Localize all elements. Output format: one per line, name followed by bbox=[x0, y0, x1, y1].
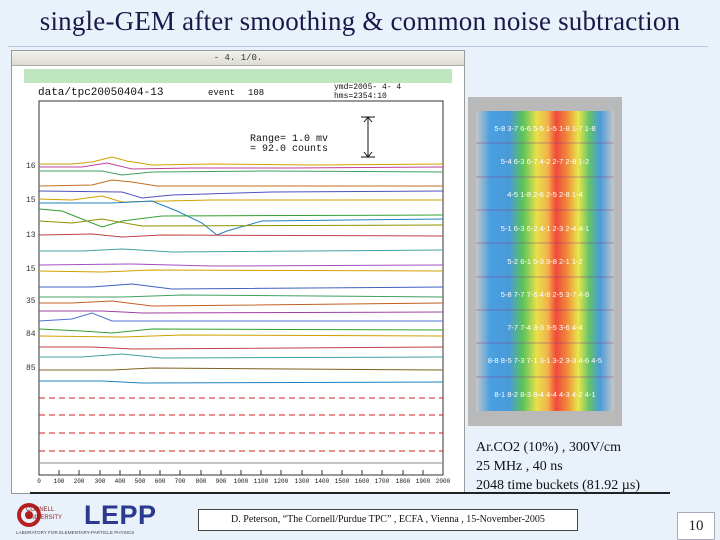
data-file-label: data/tpc20050404-13 bbox=[38, 87, 163, 99]
pad-row-label: 8-8 8-5 7-3 7-1 3-1 3-2 3-3 4-6 4-5 bbox=[488, 356, 602, 365]
pad-map: 5-8 3-7 6-6 5-5 1-5 1-8 1-7 1-8 5-4 6-3 … bbox=[468, 97, 622, 426]
channel-label: 15 bbox=[26, 196, 36, 205]
x-tick-label: 100 bbox=[54, 478, 65, 485]
lepp-logo: CORNELL UNIVERSITY LEPP LABORATORY FOR E… bbox=[16, 500, 156, 538]
run-conditions: Ar.CO2 (10%) , 300V/cm 25 MHz , 40 ns 20… bbox=[476, 438, 640, 495]
x-tick-label: 1000 bbox=[234, 478, 249, 485]
x-tick-label: 1600 bbox=[355, 478, 370, 485]
ymd-label: ymd=2005- 4- 4 bbox=[334, 83, 401, 92]
hms-label: hms=2354:10 bbox=[334, 92, 387, 101]
x-tick-label: 500 bbox=[135, 478, 146, 485]
waveform-display: - 4. 1/0. data/tpc20050404-13 event 108 … bbox=[11, 50, 465, 494]
cornell-seal-icon bbox=[17, 503, 41, 527]
x-tick-label: 200 bbox=[74, 478, 85, 485]
footer-credit: D. Peterson, “The Cornell/Purdue TPC” , … bbox=[198, 509, 578, 531]
title-divider bbox=[8, 46, 708, 47]
x-tick-label: 1700 bbox=[375, 478, 390, 485]
x-tick-label: 1400 bbox=[315, 478, 330, 485]
x-tick-label: 1500 bbox=[335, 478, 350, 485]
pad-row-label: 7-7 7-4 3-3 3-5 3-6 4-4 bbox=[507, 323, 582, 332]
pad-row-label: 8-1 8-2 8-3 8-4 4-4 4-3 4-2 4-1 bbox=[494, 390, 595, 399]
x-tick-label: 1800 bbox=[396, 478, 411, 485]
slide-title: single-GEM after smoothing & common nois… bbox=[39, 6, 681, 36]
footer-divider bbox=[30, 492, 670, 494]
page-number: 10 bbox=[677, 512, 715, 540]
x-tick-label: 0 bbox=[37, 478, 41, 485]
logo-university-text: UNIVERSITY bbox=[26, 515, 63, 521]
event-label: event bbox=[208, 88, 235, 98]
x-tick-label: 2000 bbox=[436, 478, 451, 485]
channel-label: 13 bbox=[26, 231, 36, 240]
x-tick-label: 1100 bbox=[254, 478, 269, 485]
x-tick-label: 300 bbox=[95, 478, 106, 485]
channel-label: 15 bbox=[26, 265, 36, 274]
pad-row-label: 5-4 6-3 6-7 4-2 2-7 2-8 1-2 bbox=[501, 157, 589, 166]
channel-label: 35 bbox=[26, 297, 36, 306]
logo-subtitle: LABORATORY FOR ELEMENTARY-PARTICLE PHYSI… bbox=[16, 530, 135, 535]
range-label: Range= 1.0 mv bbox=[250, 134, 328, 145]
range-counts: = 92.0 counts bbox=[250, 144, 328, 155]
pad-row-label: 5-2 6-1 5-3 3-8 2-1 1-2 bbox=[507, 257, 582, 266]
channel-label: 16 bbox=[26, 162, 36, 171]
pad-row-label: 5-1 6-3 6-2 4-1 2-3 2-4 4-1 bbox=[501, 224, 589, 233]
x-tick-label: 1300 bbox=[295, 478, 310, 485]
channel-label: 85 bbox=[26, 364, 36, 373]
x-tick-label: 800 bbox=[196, 478, 207, 485]
x-tick-label: 600 bbox=[155, 478, 166, 485]
event-value: 108 bbox=[248, 88, 264, 98]
pad-row-label: 5-8 3-7 6-6 5-5 1-5 1-8 1-7 1-8 bbox=[494, 124, 595, 133]
scope-window-bar: - 4. 1/0. bbox=[12, 51, 464, 66]
pad-row-label: 5-8 7-7 7-6 4-8 2-5 3-7 4-8 bbox=[501, 290, 589, 299]
x-tick-label: 700 bbox=[175, 478, 186, 485]
x-tick-label: 900 bbox=[216, 478, 227, 485]
channel-label: 84 bbox=[26, 330, 36, 339]
sampling-line: 25 MHz , 40 ns bbox=[476, 459, 563, 474]
logo-cornell-text: CORNELL bbox=[26, 507, 55, 513]
x-tick-label: 400 bbox=[115, 478, 126, 485]
gas-field-line: Ar.CO2 (10%) , 300V/cm bbox=[476, 440, 622, 455]
scope-header-band bbox=[24, 69, 452, 83]
x-tick-label: 1900 bbox=[416, 478, 431, 485]
logo-name: LEPP bbox=[84, 500, 157, 530]
x-tick-label: 1200 bbox=[274, 478, 289, 485]
waveform-plot: data/tpc20050404-13 event 108 ymd=2005- … bbox=[26, 83, 451, 485]
pad-row-label: 4-5 1-8 2-6 2-5 2-8 1-4 bbox=[507, 190, 582, 199]
time-buckets-line: 2048 time buckets (81.92 µs) bbox=[476, 478, 640, 493]
